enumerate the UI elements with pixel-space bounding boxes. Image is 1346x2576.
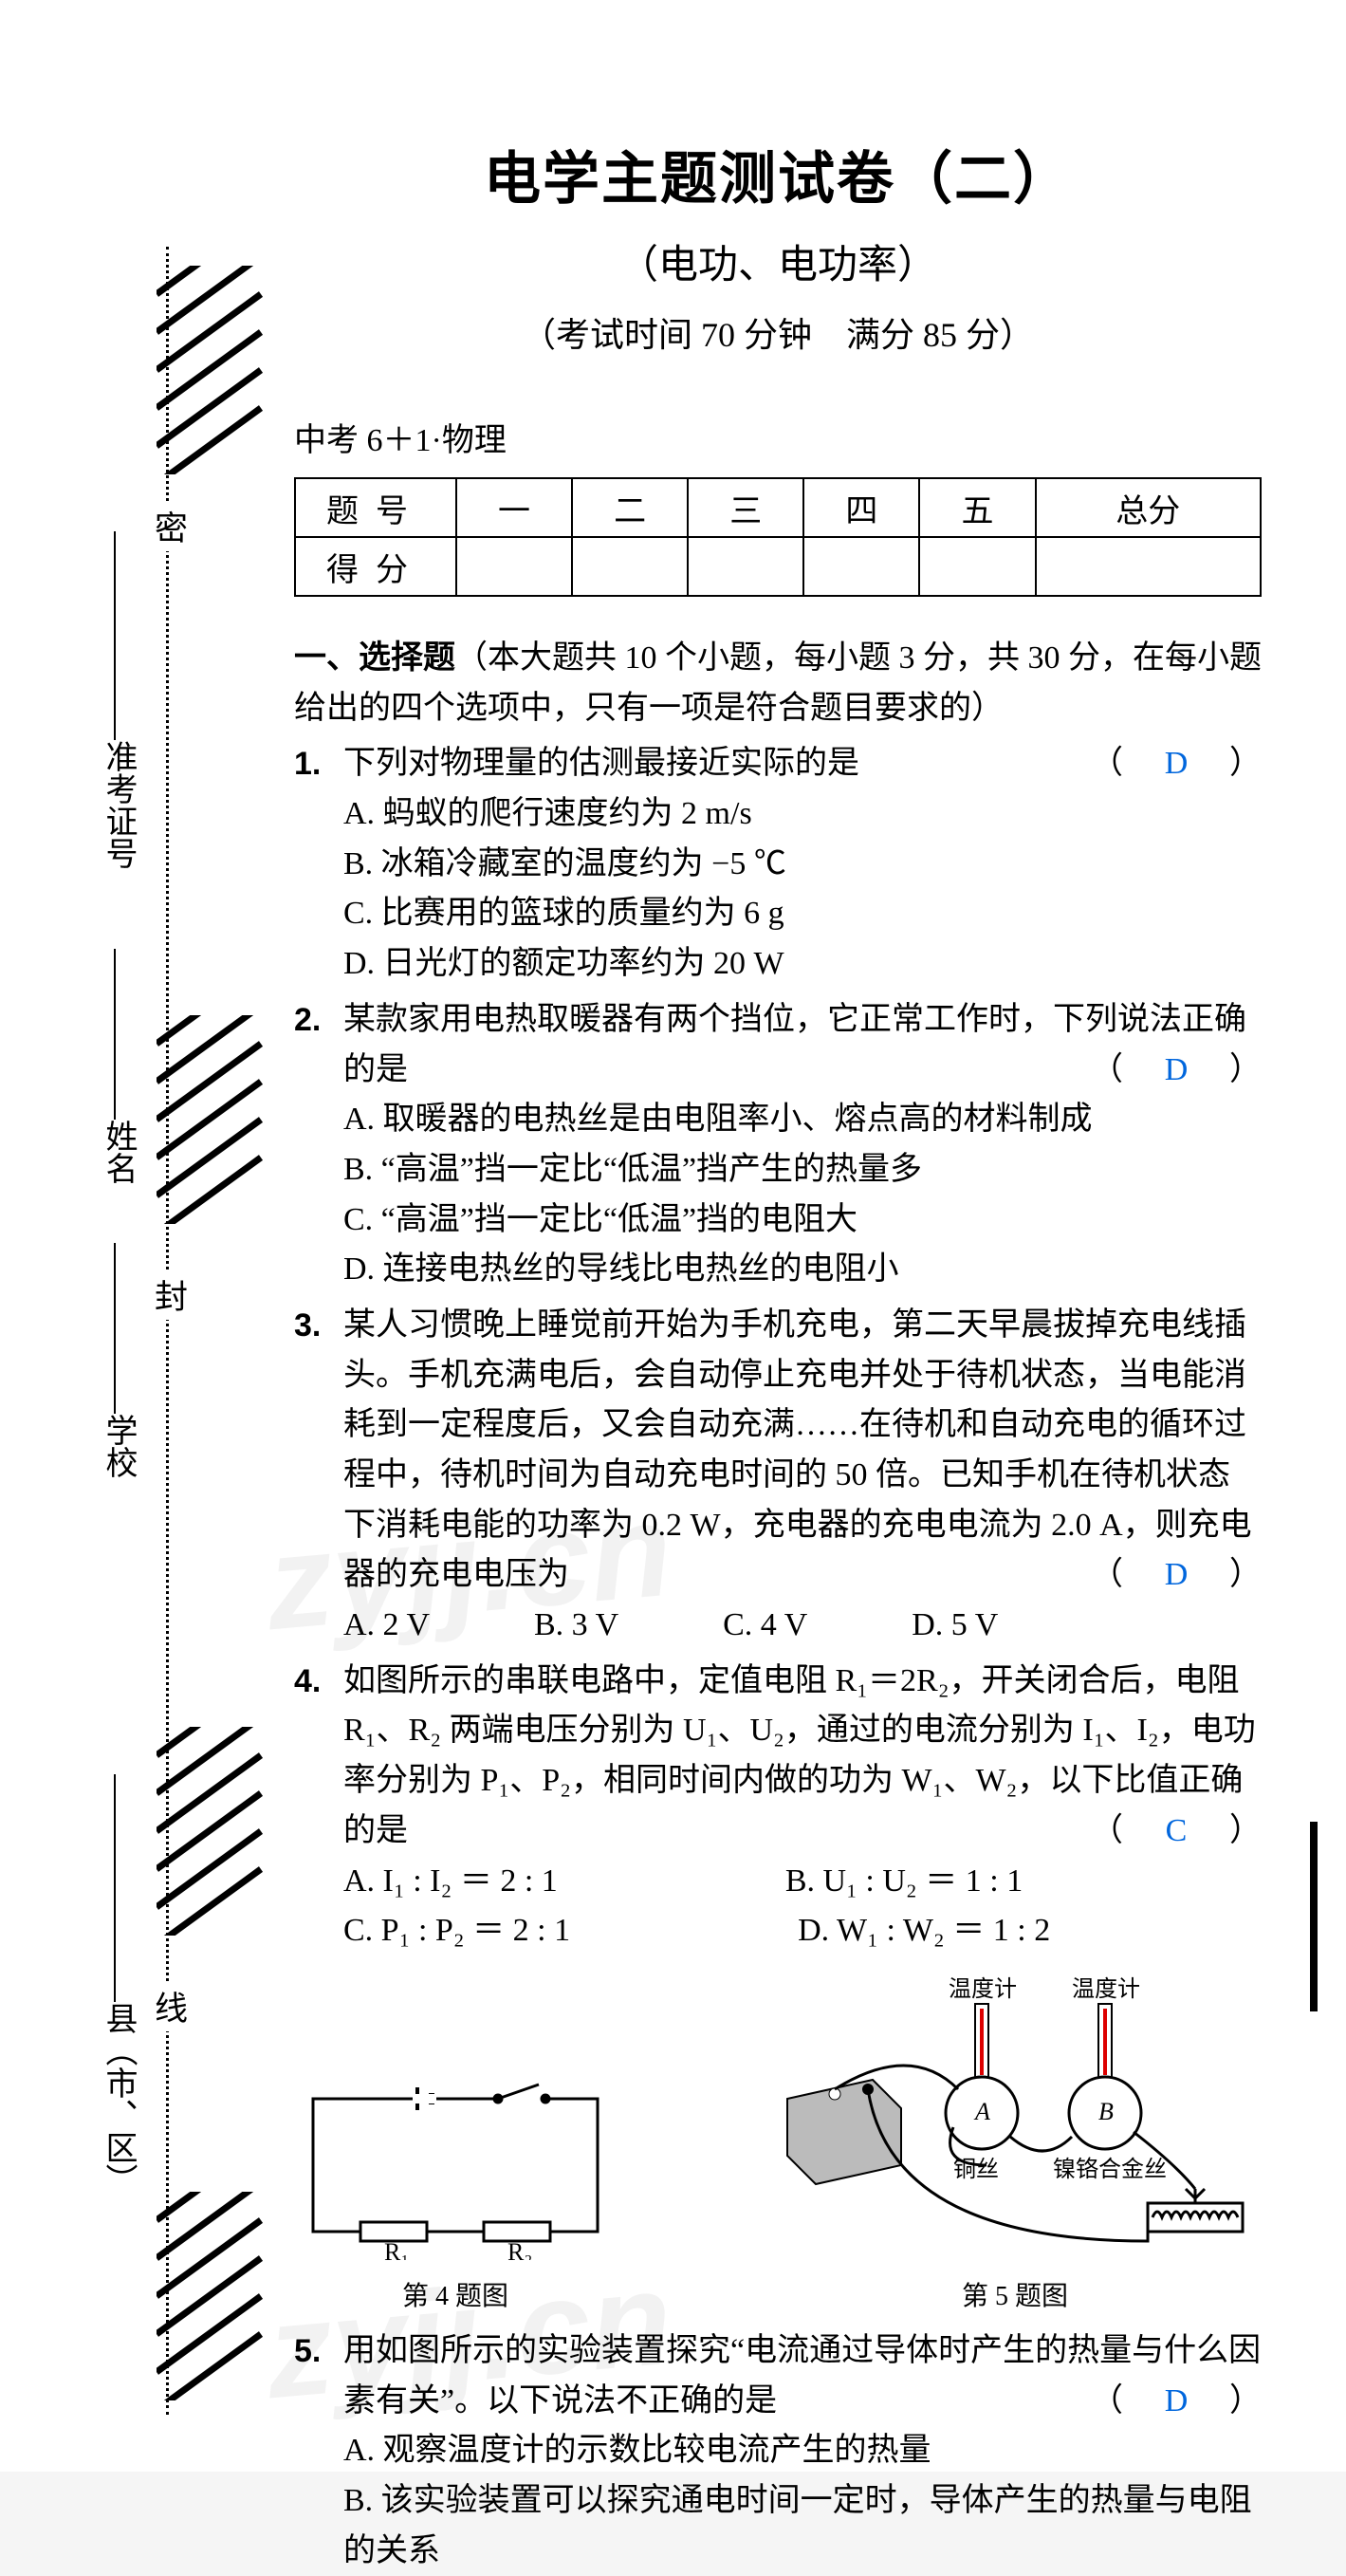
- q1-answer-blank: （ D ）: [1091, 739, 1262, 789]
- hatch-svg: [157, 266, 280, 474]
- q1-number: 1.: [294, 739, 321, 789]
- score-col: 总分: [1036, 478, 1261, 537]
- content-area: 电学主题测试卷（二） （电功、电功率） （考试时间 70 分钟 满分 85 分）…: [294, 133, 1262, 2576]
- svg-text:温度计: 温度计: [949, 1976, 1017, 2002]
- r1-label: R₁: [384, 2238, 409, 2260]
- r2-label: R₂: [507, 2238, 532, 2260]
- q5-answer: D: [1155, 2377, 1197, 2427]
- q3-number: 3.: [294, 1301, 321, 1351]
- score-header-row: 题号 一 二 三 四 五 总分: [295, 478, 1261, 537]
- hatch-block-top: [157, 266, 280, 479]
- svg-text:镍铬合金丝: 镍铬合金丝: [1053, 2157, 1167, 2182]
- figure-q4-caption: 第 4 题图: [294, 2275, 617, 2313]
- q4-answer-blank: （ C ）: [1091, 1807, 1262, 1857]
- q4-opts-row2: C. P₁ : P₂ ＝ 2 : 1 D. W₁ : W₂ ＝ 1 : 2: [343, 1906, 1262, 1956]
- score-table: 题号 一 二 三 四 五 总分 得分: [294, 477, 1262, 597]
- circuit-q4-svg: R₁ R₂: [294, 2080, 617, 2260]
- q3-opt-d: D. 5 V: [912, 1601, 998, 1651]
- q3-answer: D: [1155, 1550, 1197, 1601]
- section-1-head: 一、选择题（本大题共 10 个小题，每小题 3 分，共 30 分，在每小题给出的…: [294, 633, 1262, 733]
- q2-number: 2.: [294, 995, 321, 1046]
- q1-opt-c: C. 比赛用的篮球的质量约为 6 g: [343, 889, 1262, 939]
- question-2: 2. 某款家用电热取暖器有两个挡位，它正常工作时，下列说法正确的是 （ D ） …: [294, 995, 1262, 1295]
- question-5: 5. 用如图所示的实验装置探究“电流通过导体时产生的热量与什么因素有关”。以下说…: [294, 2326, 1262, 2576]
- q3-opts-row: A. 2 V B. 3 V C. 4 V D. 5 V: [343, 1601, 1262, 1651]
- q1-opt-a: A. 蚂蚁的爬行速度约为 2 m/s: [343, 789, 1262, 840]
- svg-text:A: A: [973, 2098, 990, 2125]
- score-label-th: 题号: [295, 478, 456, 537]
- apparatus-q5-svg: 温度计 温度计 A B 铜丝: [768, 1975, 1262, 2260]
- title-time: （考试时间 70 分钟 满分 85 分）: [294, 307, 1262, 357]
- section-lead: 一、选择题: [294, 639, 455, 676]
- hatch-svg: [157, 2192, 280, 2400]
- score-cell: [919, 537, 1035, 596]
- q4-number: 4.: [294, 1657, 321, 1707]
- q2-opt-c: C. “高温”挡一定比“低温”挡的电阻大: [343, 1195, 1262, 1246]
- q5-opt-a: A. 观察温度计的示数比较电流产生的热量: [343, 2426, 1262, 2476]
- score-col: 四: [803, 478, 919, 537]
- score-cell: [572, 537, 688, 596]
- question-4: 4. 如图所示的串联电路中，定值电阻 R₁＝2R₂，开关闭合后，电阻 R₁、R₂…: [294, 1657, 1262, 1956]
- q2-answer: D: [1155, 1046, 1197, 1096]
- q2-answer-blank: （ D ）: [1091, 1046, 1262, 1096]
- side-label-xsq: 县（市、区）: [95, 2002, 141, 2196]
- svg-text:B: B: [1098, 2098, 1114, 2125]
- q1-opt-b: B. 冰箱冷藏室的温度约为 −5 ℃: [343, 840, 1262, 890]
- q4-opt-b: B. U₁ : U₂ ＝ 1 : 1: [785, 1857, 1023, 1907]
- score-col: 五: [919, 478, 1035, 537]
- q4-answer: C: [1155, 1807, 1197, 1857]
- q3-opt-c: C. 4 V: [723, 1601, 807, 1651]
- q3-opt-b: B. 3 V: [534, 1601, 618, 1651]
- score-cell: [688, 537, 803, 596]
- hatch-block-bottom: [157, 2192, 280, 2405]
- q4-opts-row1: A. I₁ : I₂ ＝ 2 : 1 B. U₁ : U₂ ＝ 1 : 1: [343, 1857, 1262, 1907]
- score-col: 二: [572, 478, 688, 537]
- score-col: 三: [688, 478, 803, 537]
- q3-opt-a: A. 2 V: [343, 1601, 430, 1651]
- score-cell: [803, 537, 919, 596]
- q5-answer-blank: （ D ）: [1091, 2377, 1262, 2427]
- q1-answer: D: [1155, 739, 1197, 789]
- q5-number: 5.: [294, 2326, 321, 2377]
- figure-q5: 温度计 温度计 A B 铜丝: [768, 1975, 1262, 2313]
- q4-opt-a: A. I₁ : I₂ ＝ 2 : 1: [343, 1857, 558, 1907]
- q2-opt-b: B. “高温”挡一定比“低温”挡产生的热量多: [343, 1145, 1262, 1195]
- side-field-xsq: 县（市、区）: [95, 1774, 234, 2200]
- exam-page: 密 封 线: [0, 0, 1346, 2472]
- title-sub: （电功、电功率）: [294, 232, 1262, 290]
- svg-text:温度计: 温度计: [1072, 1976, 1140, 2002]
- score-cell: [1036, 537, 1261, 596]
- question-1: 1. 下列对物理量的估测最接近实际的是 （ D ） A. 蚂蚁的爬行速度约为 2…: [294, 739, 1262, 989]
- score-cell: [456, 537, 572, 596]
- q2-opt-a: A. 取暖器的电热丝是由电阻率小、熔点高的材料制成: [343, 1095, 1262, 1145]
- question-3: 3. 某人习惯晚上睡觉前开始为手机充电，第二天早晨拔掉充电线插头。手机充满电后，…: [294, 1301, 1262, 1651]
- q2-opt-d: D. 连接电热丝的导线比电热丝的电阻小: [343, 1245, 1262, 1295]
- figures-row: R₁ R₂ 第 4 题图 温度计 温度计: [294, 1975, 1262, 2313]
- figure-q4: R₁ R₂ 第 4 题图: [294, 2080, 617, 2313]
- q3-answer-blank: （ D ）: [1091, 1550, 1262, 1601]
- q4-opt-c: C. P₁ : P₂ ＝ 2 : 1: [343, 1906, 570, 1956]
- side-label-zkzh: 准考证号: [95, 740, 141, 869]
- side-label-xx: 学校: [95, 1414, 141, 1478]
- exam-series-label: 中考 6＋1·物理: [294, 414, 1262, 460]
- page-right-mark: [1310, 1822, 1318, 2011]
- q5-opt-b: B. 该实验装置可以探究通电时间一定时，导体产生的热量与电阻的关系: [343, 2476, 1262, 2576]
- title-main: 电学主题测试卷（二）: [294, 133, 1262, 215]
- figure-q5-caption: 第 5 题图: [768, 2275, 1262, 2313]
- score-col: 一: [456, 478, 572, 537]
- score-label-td: 得分: [295, 537, 456, 596]
- side-field-xx: 学校: [95, 1243, 188, 1483]
- side-label-xm: 姓名: [95, 1120, 141, 1184]
- q1-stem: 下列对物理量的估测最接近实际的是: [343, 746, 859, 781]
- q3-stem: 某人习惯晚上睡觉前开始为手机充电，第二天早晨拔掉充电线插头。手机充满电后，会自动…: [343, 1307, 1252, 1592]
- q1-opt-d: D. 日光灯的额定功率约为 20 W: [343, 939, 1262, 990]
- score-value-row: 得分: [295, 537, 1261, 596]
- side-field-xm: 姓名: [95, 949, 188, 1189]
- q4-opt-d: D. W₁ : W₂ ＝ 1 : 2: [798, 1906, 1050, 1956]
- side-field-zkzh: 准考证号: [95, 531, 281, 874]
